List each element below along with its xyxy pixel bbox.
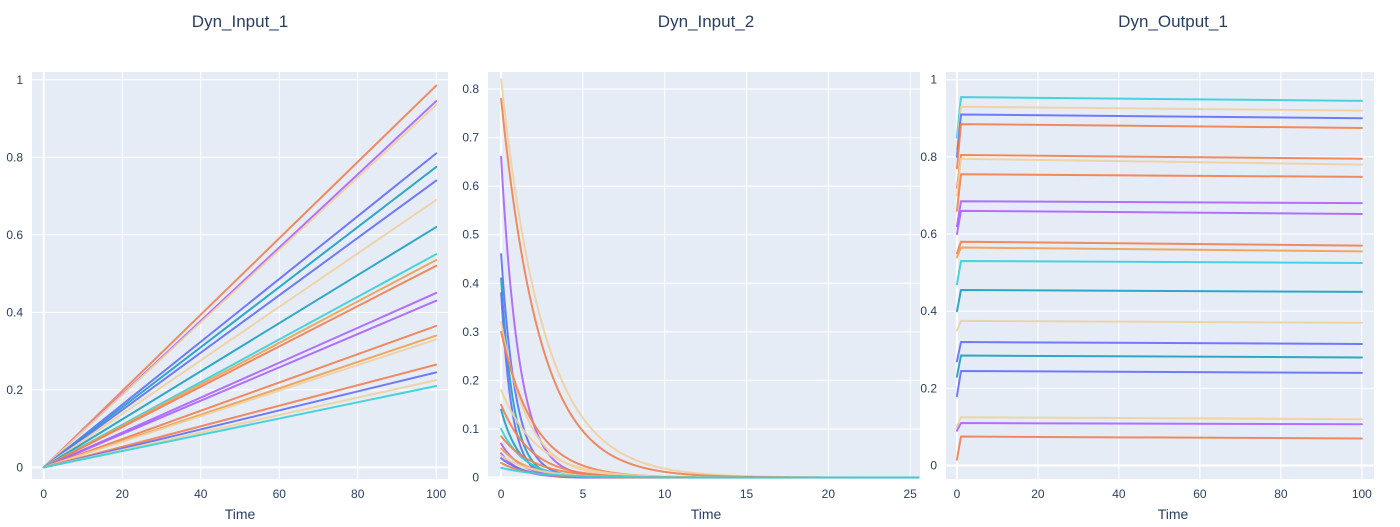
- series-line: [42, 338, 438, 469]
- x-tick-label: 0: [498, 487, 505, 501]
- series-line: [42, 363, 438, 469]
- series-line: [500, 466, 920, 479]
- chart-title: Dyn_Input_2: [658, 12, 754, 31]
- series-line: [42, 165, 438, 469]
- x-axis-label: Time: [691, 506, 722, 522]
- series-line: [42, 264, 438, 469]
- x-axis-label: Time: [225, 506, 256, 522]
- y-tick-label: 0.2: [462, 373, 479, 387]
- series-line: [42, 299, 438, 469]
- series-line: [42, 384, 438, 469]
- y-tick-label: 0.6: [462, 179, 479, 193]
- series-line: [955, 260, 1363, 286]
- series-line: [955, 96, 1363, 139]
- series-line: [955, 341, 1363, 363]
- y-tick-label: 0.6: [920, 227, 937, 241]
- subplot-dyn-input-2: Dyn_Input_2 0 5 10 15 20 25 00.10.20.30.40.50…: [462, 12, 920, 522]
- series-line: [955, 157, 1363, 197]
- series-line: [42, 179, 438, 469]
- x-tick-label: 20: [822, 487, 836, 501]
- chart-title: Dyn_Output_1: [1118, 12, 1228, 31]
- series-line: [42, 84, 438, 469]
- x-tick-label: 20: [1031, 487, 1045, 501]
- series-line: [955, 200, 1363, 228]
- y-tick-label: 0.2: [920, 381, 937, 395]
- y-tick-label: 0.6: [6, 228, 23, 242]
- series-line: [955, 319, 1363, 332]
- series-line: [955, 209, 1363, 236]
- x-tick-label: 40: [1112, 487, 1126, 501]
- subplot-dyn-output-1: Dyn_Output_1 0 20 40 60 80 100 0 0.2 0.4 0.6 0.8 1…: [920, 12, 1374, 522]
- x-tick-label: 100: [426, 487, 446, 501]
- y-tick-label: 1: [930, 73, 937, 87]
- plot-area: [946, 72, 1374, 479]
- series-line: [42, 371, 438, 469]
- series-line: [42, 291, 438, 469]
- x-tick-label: 25: [904, 487, 918, 501]
- series-line: [955, 173, 1363, 212]
- series-line: [955, 354, 1363, 378]
- x-tick-label: 100: [1352, 487, 1372, 501]
- traces: [42, 84, 438, 469]
- x-axis-label: Time: [1158, 506, 1189, 522]
- y-axis-ticks: 0 0.2 0.4 0.6 0.8 1: [920, 73, 937, 473]
- x-tick-label: 5: [580, 487, 587, 501]
- x-tick-label: 60: [1193, 487, 1207, 501]
- plot-area: [488, 72, 920, 479]
- y-tick-label: 0.8: [6, 150, 23, 164]
- y-tick-label: 0.4: [462, 276, 479, 290]
- x-tick-label: 80: [1274, 487, 1288, 501]
- series-line: [42, 324, 438, 469]
- y-axis-ticks: 0 0.2 0.4 0.6 0.8 1: [6, 73, 23, 475]
- series-line: [955, 435, 1363, 461]
- y-tick-label: 0.7: [462, 131, 479, 145]
- x-tick-label: 60: [273, 487, 287, 501]
- x-axis-ticks: 0 5 10 15 20 25: [498, 487, 917, 501]
- y-tick-label: 1: [16, 73, 23, 87]
- y-tick-label: 0.5: [462, 228, 479, 242]
- series-line: [955, 240, 1363, 255]
- traces: [500, 78, 920, 479]
- y-tick-label: 0.4: [920, 304, 937, 318]
- series-line: [42, 198, 438, 469]
- x-tick-label: 20: [116, 487, 130, 501]
- y-tick-label: 0: [16, 460, 23, 474]
- chart-title: Dyn_Input_1: [192, 12, 288, 31]
- x-tick-label: 10: [658, 487, 672, 501]
- x-tick-label: 0: [40, 487, 47, 501]
- traces: [955, 96, 1363, 461]
- y-tick-label: 0.2: [6, 383, 23, 397]
- y-tick-label: 0: [930, 458, 937, 472]
- x-tick-label: 0: [954, 487, 961, 501]
- y-tick-label: 0.3: [462, 325, 479, 339]
- series-line: [955, 246, 1363, 259]
- x-axis-ticks: 0 20 40 60 80 100: [40, 487, 446, 501]
- series-line: [42, 152, 438, 469]
- series-line: [955, 422, 1363, 432]
- y-tick-label: 0.8: [920, 150, 937, 164]
- y-tick-label: 0: [472, 471, 479, 485]
- series-line: [42, 226, 438, 469]
- series-line: [955, 288, 1363, 313]
- x-tick-label: 15: [740, 487, 754, 501]
- series-line: [955, 123, 1363, 170]
- x-axis-ticks: 0 20 40 60 80 100: [954, 487, 1373, 501]
- series-line: [42, 103, 438, 469]
- y-tick-label: 0.8: [462, 82, 479, 96]
- series-line: [955, 416, 1363, 428]
- y-axis-ticks: 0 0.1 0.2 0.3 0.4 0.5 0.6 0.7 0.8: [462, 82, 479, 485]
- x-tick-label: 80: [351, 487, 365, 501]
- x-tick-label: 40: [194, 487, 208, 501]
- series-line: [955, 369, 1363, 398]
- subplot-dyn-input-1: Dyn_Input_1 0 20 40 60 80 100 00.20.40.60.81 …: [6, 12, 448, 522]
- y-tick-label: 0.1: [462, 422, 479, 436]
- y-tick-label: 0.4: [6, 305, 23, 319]
